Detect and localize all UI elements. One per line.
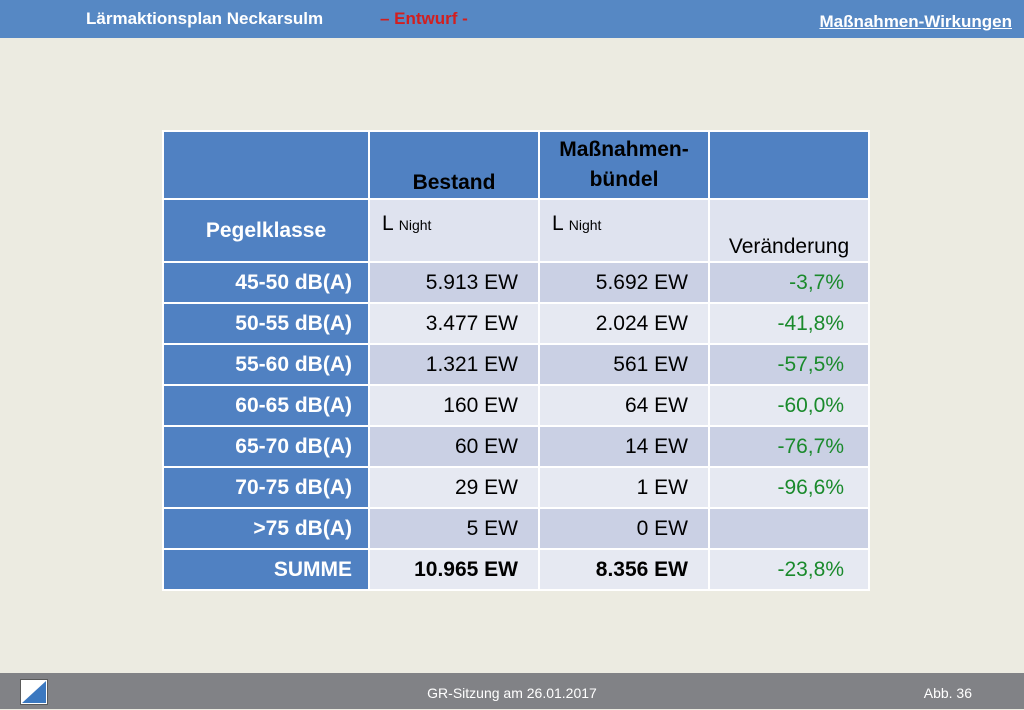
presentation-title: Lärmaktionsplan Neckarsulm bbox=[86, 9, 324, 28]
footer-meeting-date: GR-Sitzung am 26.01.2017 bbox=[427, 685, 597, 701]
row-massnahmen: 0 EW bbox=[538, 507, 710, 550]
row-label: 50-55 dB(A) bbox=[162, 302, 370, 345]
header-massnahmen-line2: bündel bbox=[589, 168, 659, 191]
row-bestand: 5 EW bbox=[368, 507, 540, 550]
row-label: 65-70 dB(A) bbox=[162, 425, 370, 468]
row-change bbox=[708, 507, 870, 550]
table-row: 55-60 dB(A) 1.321 EW 561 EW -57,5% bbox=[162, 343, 870, 386]
lnight-letter: L bbox=[552, 212, 563, 235]
section-title: Maßnahmen-Wirkungen bbox=[819, 12, 1012, 31]
row-massnahmen: 561 EW bbox=[538, 343, 710, 386]
header-bar bbox=[0, 0, 1024, 38]
row-label: 45-50 dB(A) bbox=[162, 261, 370, 304]
row-massnahmen: 2.024 EW bbox=[538, 302, 710, 345]
row-change: -23,8% bbox=[708, 548, 870, 591]
row-bestand: 3.477 EW bbox=[368, 302, 540, 345]
table-row: 50-55 dB(A) 3.477 EW 2.024 EW -41,8% bbox=[162, 302, 870, 345]
header-empty-cell bbox=[162, 130, 370, 200]
row-bestand: 5.913 EW bbox=[368, 261, 540, 304]
noise-reduction-table: Bestand Maßnahmen-bündel Pegelklasse L N… bbox=[162, 130, 870, 591]
header-veraenderung: Veränderung bbox=[708, 198, 870, 263]
header-lnight-massnahmen: L Night bbox=[538, 198, 710, 263]
header-massnahmenbuendel: Maßnahmen-bündel bbox=[538, 130, 710, 200]
row-change: -3,7% bbox=[708, 261, 870, 304]
table-row: 45-50 dB(A) 5.913 EW 5.692 EW -3,7% bbox=[162, 261, 870, 304]
row-bestand: 10.965 EW bbox=[368, 548, 540, 591]
row-massnahmen: 5.692 EW bbox=[538, 261, 710, 304]
lnight-letter: L bbox=[382, 212, 393, 235]
row-change: -57,5% bbox=[708, 343, 870, 386]
row-label: SUMME bbox=[162, 548, 370, 591]
table-row: 70-75 dB(A) 29 EW 1 EW -96,6% bbox=[162, 466, 870, 509]
header-lnight-bestand: L Night bbox=[368, 198, 540, 263]
row-massnahmen: 8.356 EW bbox=[538, 548, 710, 591]
table-row: 65-70 dB(A) 60 EW 14 EW -76,7% bbox=[162, 425, 870, 468]
row-bestand: 160 EW bbox=[368, 384, 540, 427]
row-massnahmen: 64 EW bbox=[538, 384, 710, 427]
row-massnahmen: 1 EW bbox=[538, 466, 710, 509]
row-bestand: 29 EW bbox=[368, 466, 540, 509]
row-label: 60-65 dB(A) bbox=[162, 384, 370, 427]
row-bestand: 60 EW bbox=[368, 425, 540, 468]
row-change: -76,7% bbox=[708, 425, 870, 468]
draft-label: – Entwurf - bbox=[380, 9, 468, 28]
lnight-subscript: Night bbox=[568, 217, 602, 233]
header-bestand: Bestand bbox=[368, 130, 540, 200]
row-change: -96,6% bbox=[708, 466, 870, 509]
footer-figure-number: Abb. 36 bbox=[923, 685, 972, 701]
row-bestand: 1.321 EW bbox=[368, 343, 540, 386]
header-empty-cell-right bbox=[708, 130, 870, 200]
table-header-row: Bestand Maßnahmen-bündel bbox=[162, 130, 870, 200]
row-massnahmen: 14 EW bbox=[538, 425, 710, 468]
diagonal-logo-icon bbox=[20, 679, 48, 705]
footer-bar bbox=[0, 673, 1024, 709]
table-subheader-row: Pegelklasse L Night L Night Veränderung bbox=[162, 198, 870, 263]
table-row: >75 dB(A) 5 EW 0 EW bbox=[162, 507, 870, 550]
header-pegelklasse: Pegelklasse bbox=[162, 198, 370, 263]
row-change: -60,0% bbox=[708, 384, 870, 427]
row-label: 55-60 dB(A) bbox=[162, 343, 370, 386]
row-label: >75 dB(A) bbox=[162, 507, 370, 550]
table-row-summe: SUMME 10.965 EW 8.356 EW -23,8% bbox=[162, 548, 870, 591]
row-label: 70-75 dB(A) bbox=[162, 466, 370, 509]
row-change: -41,8% bbox=[708, 302, 870, 345]
table-row: 60-65 dB(A) 160 EW 64 EW -60,0% bbox=[162, 384, 870, 427]
lnight-subscript: Night bbox=[398, 217, 432, 233]
header-massnahmen-line1: Maßnahmen- bbox=[559, 138, 689, 161]
